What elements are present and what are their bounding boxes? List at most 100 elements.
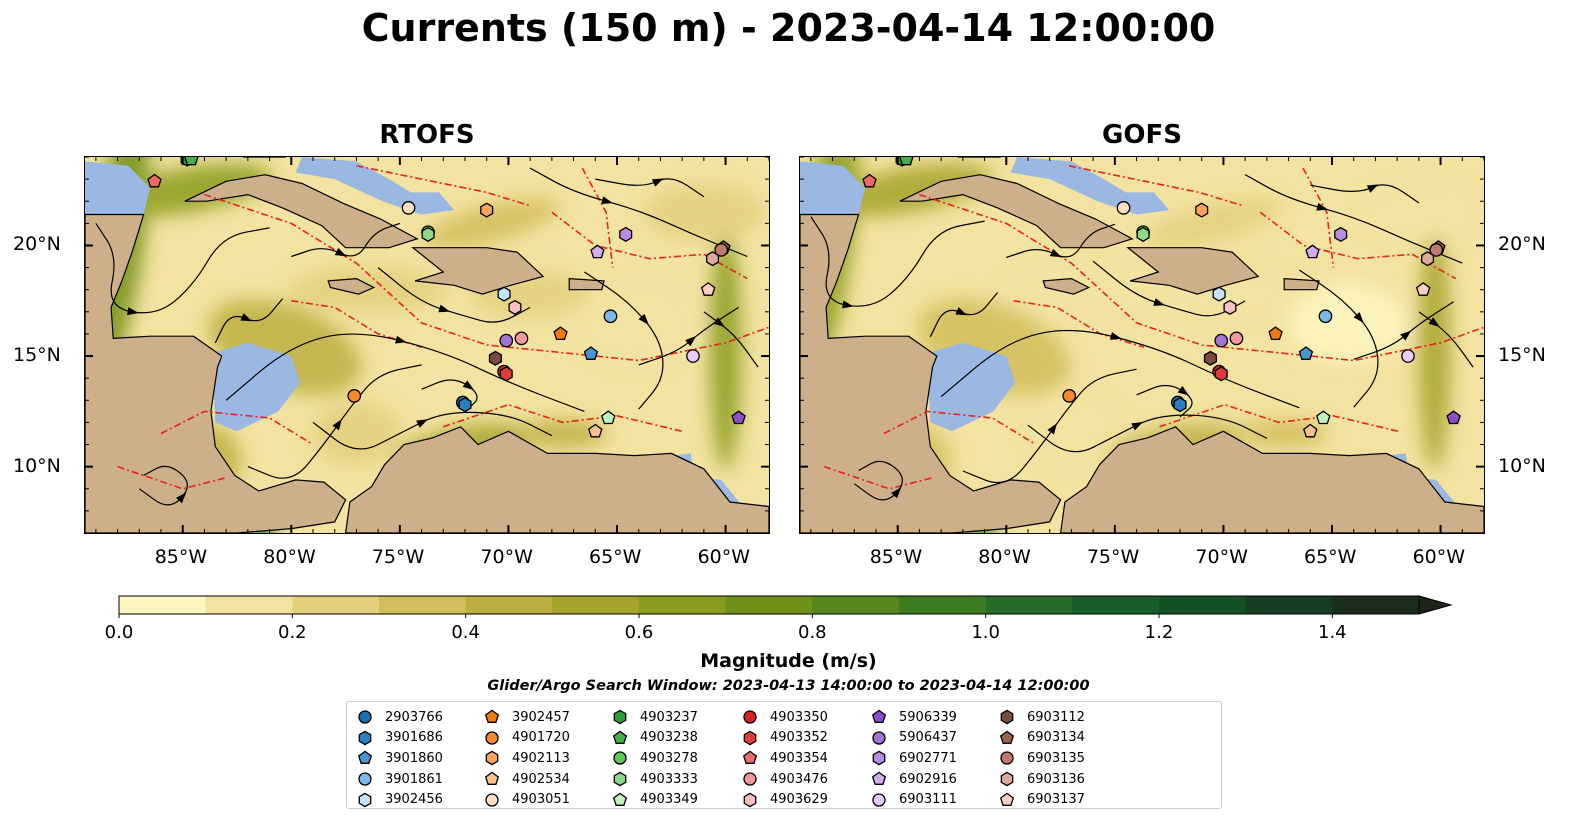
- float-marker-4903352: [499, 366, 513, 382]
- streamline-arrow: [890, 487, 902, 499]
- front-line: [160, 410, 314, 446]
- lon-tick-label: 65°W: [1304, 546, 1357, 568]
- colorbar-bin: [985, 596, 1073, 614]
- legend-item: 6903135: [999, 748, 1085, 769]
- lat-tick-label-left: 15°N: [13, 344, 61, 367]
- bahamas-shallows: [1010, 157, 1170, 215]
- puerto-rico-land: [1283, 277, 1320, 291]
- hexagon-marker-icon: [1000, 709, 1014, 725]
- streamline-arrow: [1428, 317, 1440, 327]
- colorbar-frame: [118, 595, 1420, 615]
- lon-tick-label: 60°W: [1412, 546, 1466, 568]
- legend-label: 4903352: [770, 730, 828, 746]
- legend-label: 4903350: [770, 709, 828, 725]
- colorbar-bin: [205, 596, 293, 614]
- legend-item: 4903349: [612, 789, 698, 810]
- pentagon-marker-icon: [357, 751, 373, 765]
- circle-marker-icon: [485, 793, 499, 807]
- puerto-rico-land: [568, 277, 605, 291]
- lat-tick-label-right: 10°N: [1498, 454, 1546, 477]
- campeche-shallows: [85, 161, 151, 215]
- streamline-arrow: [638, 313, 649, 325]
- legend-label: 6903135: [1027, 750, 1085, 766]
- colorbar-bin: [379, 596, 467, 614]
- panel-title-rtofs: RTOFS: [379, 120, 475, 150]
- legend-label: 3902457: [512, 709, 570, 725]
- legend-item: 4903237: [612, 707, 698, 728]
- front-line: [1159, 403, 1399, 433]
- colorbar-bin: [1245, 596, 1333, 614]
- colorbar-extend-arrow: [1418, 595, 1453, 615]
- panel-title-gofs: GOFS: [1102, 120, 1182, 150]
- streamline-arrow: [601, 196, 613, 205]
- legend-label: 4902534: [512, 771, 570, 787]
- magnitude-patch: [824, 163, 992, 217]
- lon-tick-label: 80°W: [263, 546, 316, 568]
- bahamas-shallows: [295, 157, 455, 215]
- magnitude-patch: [1238, 419, 1329, 448]
- front-line: [1068, 165, 1243, 207]
- colorbar-bin: [639, 596, 727, 614]
- legend-item: 4903350: [742, 707, 828, 728]
- circle-marker-icon: [872, 793, 886, 807]
- float-marker-3902457: [553, 326, 568, 341]
- colorbar-bin: [1159, 596, 1247, 614]
- legend-label: 6903112: [1027, 709, 1085, 725]
- map-canvas: [85, 157, 769, 533]
- streamline-arrow: [127, 307, 139, 316]
- pentagon-marker-icon: [999, 792, 1015, 806]
- float-legend: 2903766 3901686 3901860 3901861 3902456 39024…: [346, 701, 1222, 809]
- legend-label: 3901861: [385, 771, 443, 787]
- lon-tick-label: 70°W: [480, 546, 533, 568]
- float-marker-3901861: [603, 309, 618, 324]
- magnitude-patch: [1287, 282, 1408, 363]
- colorbar-tick-label: 1.2: [1144, 622, 1174, 643]
- circle-marker-icon: [1000, 751, 1014, 766]
- front-line: [581, 167, 614, 268]
- hexagon-marker-icon: [1000, 771, 1014, 787]
- circle-marker-icon: [613, 751, 627, 766]
- central-america-land: [800, 213, 1062, 533]
- streamline: [595, 178, 705, 198]
- float-marker-4902534: [1303, 423, 1318, 438]
- jamaica-land: [327, 277, 376, 295]
- float-marker-5906339: [731, 410, 746, 425]
- legend-column: 4903350 4903352 4903354 4903476 4903629: [742, 707, 828, 810]
- lat-tick-label-left: 10°N: [13, 454, 61, 477]
- streamline-arrow: [651, 178, 664, 187]
- lat-tick-label-left: 20°N: [13, 233, 61, 256]
- legend-label: 4903333: [640, 771, 698, 787]
- streamline: [638, 306, 739, 366]
- legend-item: 4901720: [484, 728, 570, 749]
- front-line: [356, 165, 531, 207]
- pentagon-marker-icon: [484, 771, 500, 786]
- south-america-land: [344, 426, 769, 533]
- streamline: [1310, 184, 1420, 204]
- hexagon-marker-icon: [743, 730, 757, 746]
- south-america-land: [1059, 426, 1484, 533]
- circle-marker-icon: [358, 710, 372, 724]
- nicaragua-rise-shallows: [213, 342, 300, 432]
- front-line: [1302, 167, 1335, 268]
- float-marker-6902916: [590, 244, 605, 259]
- float-marker-5906339: [1446, 410, 1461, 425]
- streamline-arrow: [1047, 423, 1058, 435]
- legend-item: 3901686: [357, 728, 443, 749]
- float-marker-4903051: [1116, 201, 1131, 215]
- streamline: [1136, 384, 1193, 418]
- float-marker-4901720: [347, 389, 362, 403]
- nicaragua-rise-shallows: [928, 342, 1015, 432]
- legend-label: 4903278: [640, 750, 698, 766]
- legend-label: 6902771: [899, 750, 957, 766]
- legend-label: 3901860: [385, 750, 443, 766]
- float-marker-6903137: [1415, 282, 1431, 296]
- magnitude-patch: [1144, 198, 1280, 249]
- legend-column: 6903112 6903134 6903135 6903136 6903137: [999, 707, 1085, 810]
- colorbar-bin: [292, 596, 380, 614]
- hexagon-marker-icon: [613, 709, 627, 725]
- float-marker-4902113: [480, 202, 494, 218]
- legend-item: 6903136: [999, 769, 1085, 790]
- legend-label: 6902916: [899, 771, 957, 787]
- legend-label: 4903238: [640, 730, 698, 746]
- legend-label: 5906339: [899, 709, 957, 725]
